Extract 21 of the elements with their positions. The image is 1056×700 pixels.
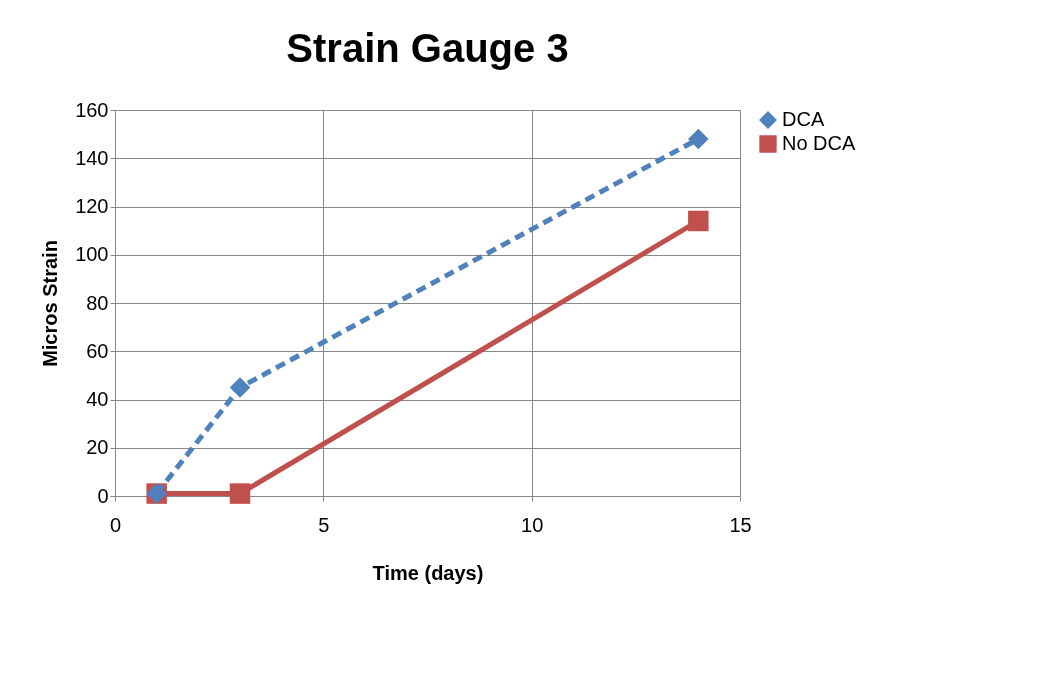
point xyxy=(688,128,709,150)
legend-label: DCA xyxy=(782,108,825,130)
chart-title: Strain Gauge 3 xyxy=(286,26,569,70)
legend-label: No DCA xyxy=(782,132,857,154)
y-tick-label: 20 xyxy=(86,436,109,459)
x-tick-label: 10 xyxy=(521,513,544,536)
y-tick-label: 140 xyxy=(75,146,109,169)
point xyxy=(688,210,709,232)
point xyxy=(229,377,251,398)
y-tick-label: 160 xyxy=(75,98,109,121)
y-tick-label: 80 xyxy=(86,291,109,314)
point xyxy=(229,483,251,504)
y-tick-label: 120 xyxy=(75,195,109,217)
y-tick-label: 100 xyxy=(75,243,109,266)
x-axis-title: Time (days) xyxy=(372,561,484,584)
y-tick-label: 0 xyxy=(97,484,109,507)
x-tick-label: 5 xyxy=(318,513,330,536)
y-tick-label: 40 xyxy=(86,388,109,410)
x-tick-label: 15 xyxy=(729,513,752,536)
y-axis-title: Micros Strain xyxy=(39,240,62,367)
y-tick-label: 60 xyxy=(86,339,109,362)
